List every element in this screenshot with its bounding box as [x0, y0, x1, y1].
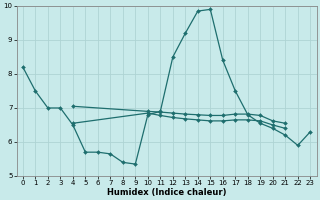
X-axis label: Humidex (Indice chaleur): Humidex (Indice chaleur)	[107, 188, 226, 197]
